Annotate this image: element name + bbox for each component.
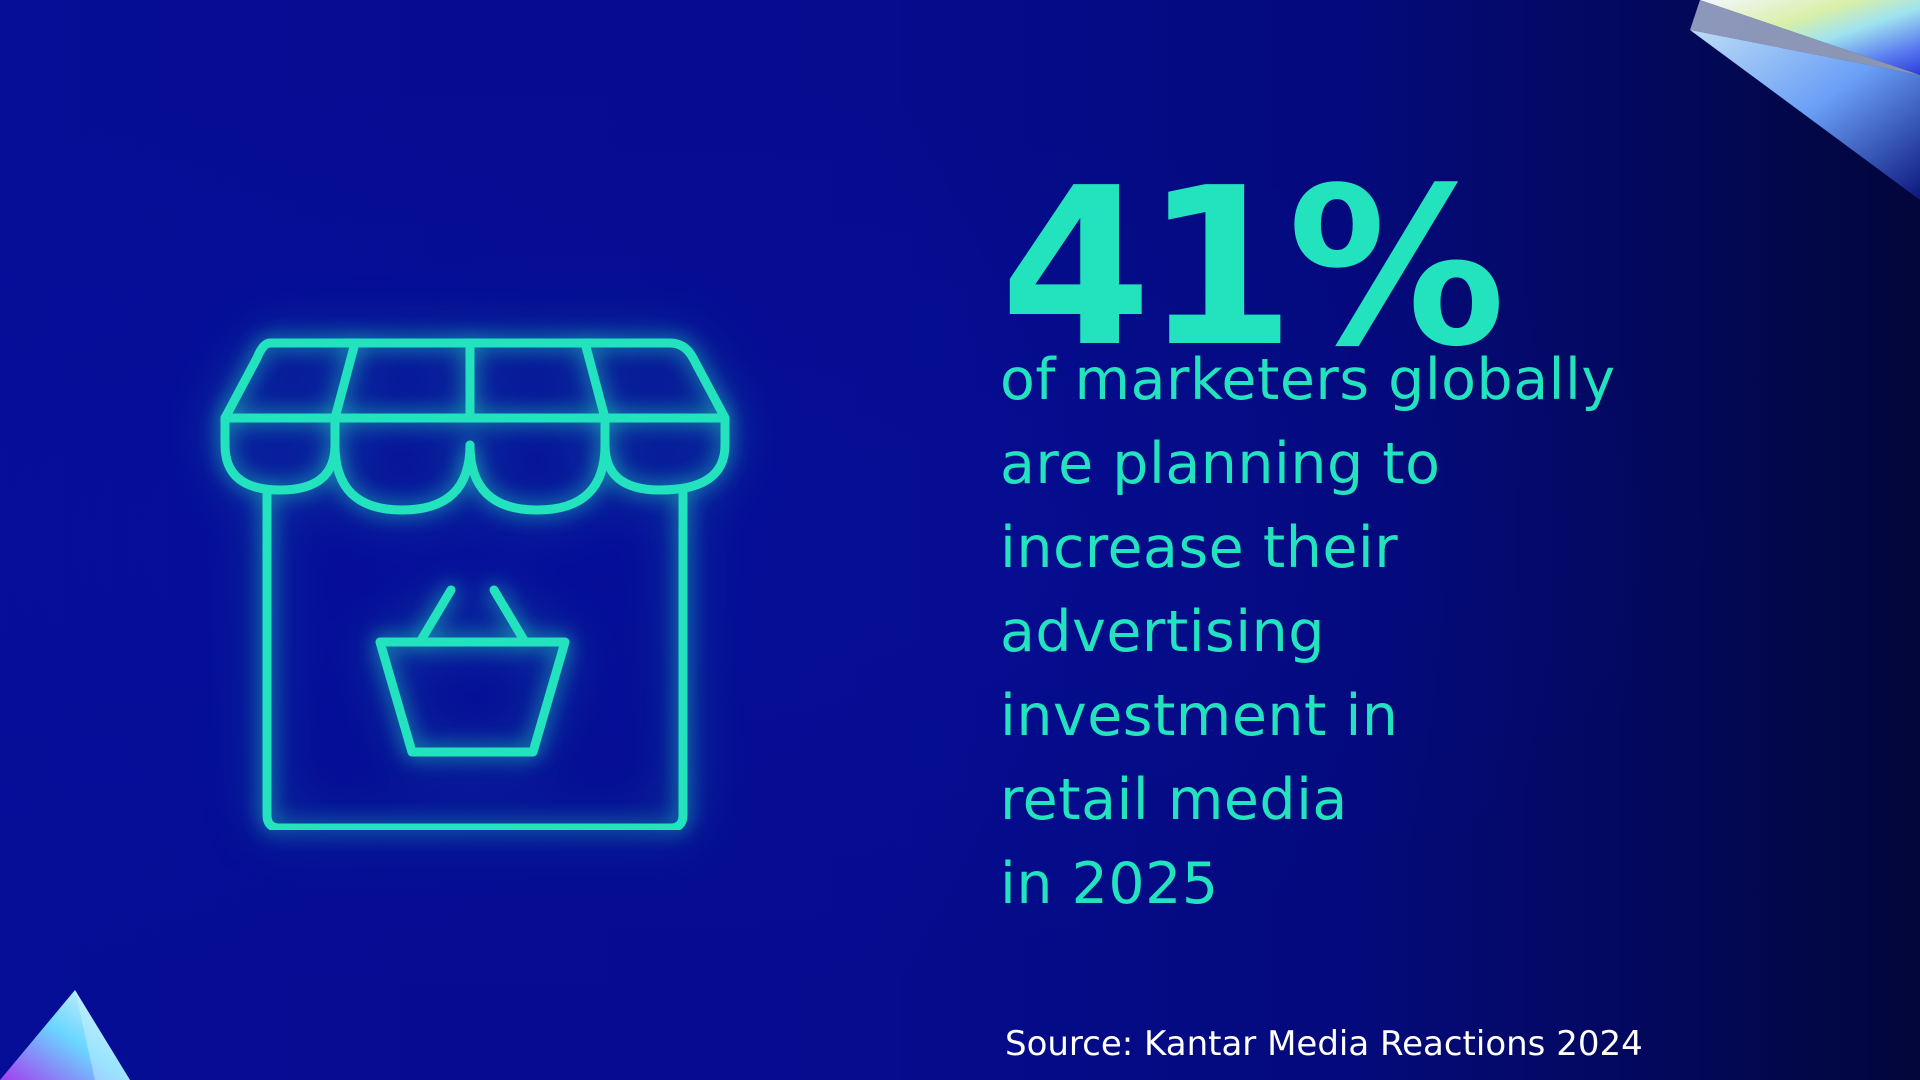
stat-description-line: are planning to <box>1000 431 1441 497</box>
stat-block: 41% of marketers globally are planning t… <box>1000 142 1780 918</box>
stat-description-line: in 2025 <box>1000 851 1219 917</box>
prism-top-right-icon <box>1690 0 1920 200</box>
stat-description: of marketers globally are planning to in… <box>1000 338 1616 926</box>
source-citation: Source: Kantar Media Reactions 2024 <box>1005 1024 1643 1064</box>
stat-description-line: of marketers globally <box>1000 347 1616 413</box>
stat-description-line: retail media <box>1000 767 1348 833</box>
storefront-with-basket-icon <box>220 338 730 830</box>
stat-description-line: advertising <box>1000 599 1325 665</box>
stat-value: 41% <box>1000 142 1506 395</box>
prism-bottom-left-icon <box>0 990 130 1080</box>
stat-description-line: investment in <box>1000 683 1399 749</box>
stat-description-line: increase their <box>1000 515 1399 581</box>
